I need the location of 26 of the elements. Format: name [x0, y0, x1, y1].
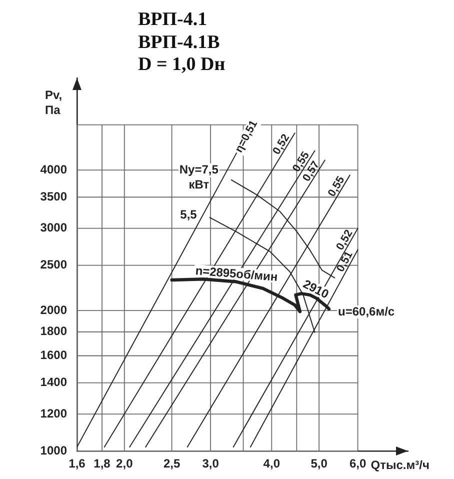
- series-label: 5,5: [180, 208, 198, 222]
- x-tick-label: 2,0: [116, 456, 134, 471]
- y-tick-label: 1000: [40, 443, 68, 458]
- x-tick-label: 2,5: [163, 456, 180, 471]
- x-tick-label: 4,0: [263, 456, 280, 471]
- annotation: u=60,6м/с: [338, 304, 395, 319]
- x-tick-label: 6,0: [349, 456, 366, 471]
- y-tick-label: 2000: [40, 302, 68, 317]
- y-axis-title: Pv, Па: [45, 88, 62, 118]
- y-tick-label: 4000: [40, 162, 68, 176]
- y-tick-label: 3000: [40, 220, 68, 235]
- y-tick-label: 1400: [40, 375, 68, 390]
- x-tick-label: 1,6: [68, 456, 86, 471]
- y-tick-label: 1200: [40, 406, 68, 420]
- text: 2910: [300, 276, 332, 302]
- series-label: n=2895об/мин: [194, 264, 278, 284]
- x-tick-label: 3,0: [202, 456, 220, 471]
- y-tick-label: 1800: [40, 324, 68, 338]
- x-axis-title: Qтыс.м³/ч: [370, 458, 430, 473]
- chart-title: ВРП-4.1 ВРП-4.1В D = 1,0 Dн: [138, 9, 226, 76]
- x-tick-label: 1,8: [94, 456, 111, 471]
- y-tick-label: 1600: [40, 348, 68, 362]
- series-label: Ny=7,5 кВт: [179, 162, 219, 192]
- y-tick-label: 2500: [40, 258, 68, 272]
- y-tick-label: 3500: [40, 189, 68, 204]
- x-tick-label: 5,0: [310, 456, 328, 471]
